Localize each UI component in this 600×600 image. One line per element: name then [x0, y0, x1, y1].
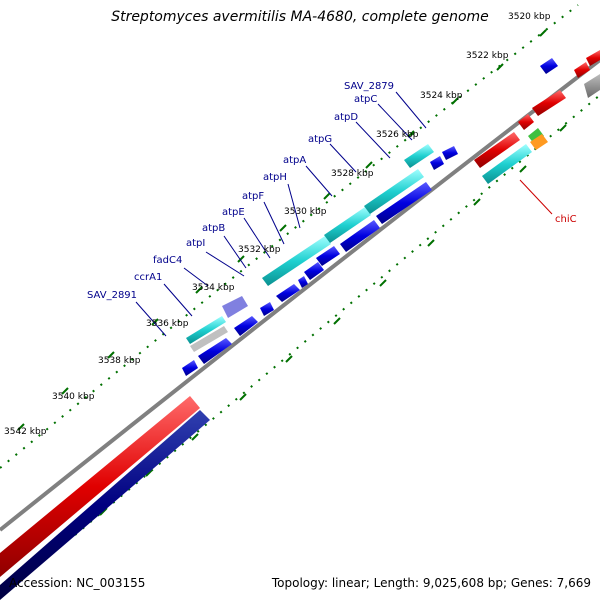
label-leaders	[135, 91, 427, 337]
kbp-label: 3530 kbp	[284, 207, 327, 217]
gene-label: fadC4	[153, 255, 182, 266]
inner-ruler	[74, 94, 600, 536]
right-features	[474, 50, 600, 184]
kbp-label: 3522 kbp	[466, 51, 509, 61]
gene-label: atpD	[334, 112, 358, 123]
blue-gene-row	[182, 146, 458, 376]
chic-label: chiC	[555, 214, 577, 225]
kbp-label: 3536 kbp	[146, 319, 189, 329]
gene-label: atpH	[263, 172, 287, 183]
kbp-label: 3528 kbp	[331, 169, 374, 179]
gene-label: atpE	[222, 207, 245, 218]
gene-label: ccrA1	[134, 272, 162, 283]
lavender-gene	[222, 296, 248, 318]
kbp-label: 3540 kbp	[52, 392, 95, 402]
kbp-label: 3524 kbp	[420, 91, 463, 101]
kbp-label: 3520 kbp	[508, 12, 551, 22]
kbp-label: 3526 kbp	[376, 130, 419, 140]
inner-ruler-ticks	[99, 124, 567, 516]
kbp-label: 3538 kbp	[98, 356, 141, 366]
gene-label: atpA	[283, 155, 306, 166]
chic-leader	[519, 179, 553, 215]
backbone	[0, 58, 600, 532]
cyan-gene-row	[186, 144, 434, 352]
gene-label: atpB	[202, 223, 225, 234]
red-track-feature	[0, 396, 200, 577]
kbp-labels: 3520 kbp 3522 kbp 3524 kbp 3526 kbp 3528…	[4, 12, 551, 437]
gene-labels: SAV_2879 atpC atpD atpG atpA atpH atpF a…	[87, 81, 394, 301]
kbp-label: 3534 kbp	[192, 283, 235, 293]
kbp-label: 3542 kbp	[4, 427, 47, 437]
accession-text: Accession: NC_003155	[9, 576, 146, 590]
outer-ruler	[0, 4, 579, 469]
gene-label: SAV_2879	[344, 81, 394, 92]
gene-label: atpC	[354, 94, 377, 105]
outer-ruler-ticks	[17, 29, 547, 431]
navy-track-feature	[0, 410, 210, 600]
genome-summary-text: Topology: linear; Length: 9,025,608 bp; …	[271, 576, 591, 590]
map-title: Streptomyces avermitilis MA-4680, comple…	[111, 9, 489, 25]
gene-label: atpF	[242, 191, 264, 202]
kbp-label: 3532 kbp	[238, 245, 281, 255]
gene-label: SAV_2891	[87, 290, 137, 301]
gene-label: atpG	[308, 134, 332, 145]
gene-label: atpI	[186, 238, 205, 249]
